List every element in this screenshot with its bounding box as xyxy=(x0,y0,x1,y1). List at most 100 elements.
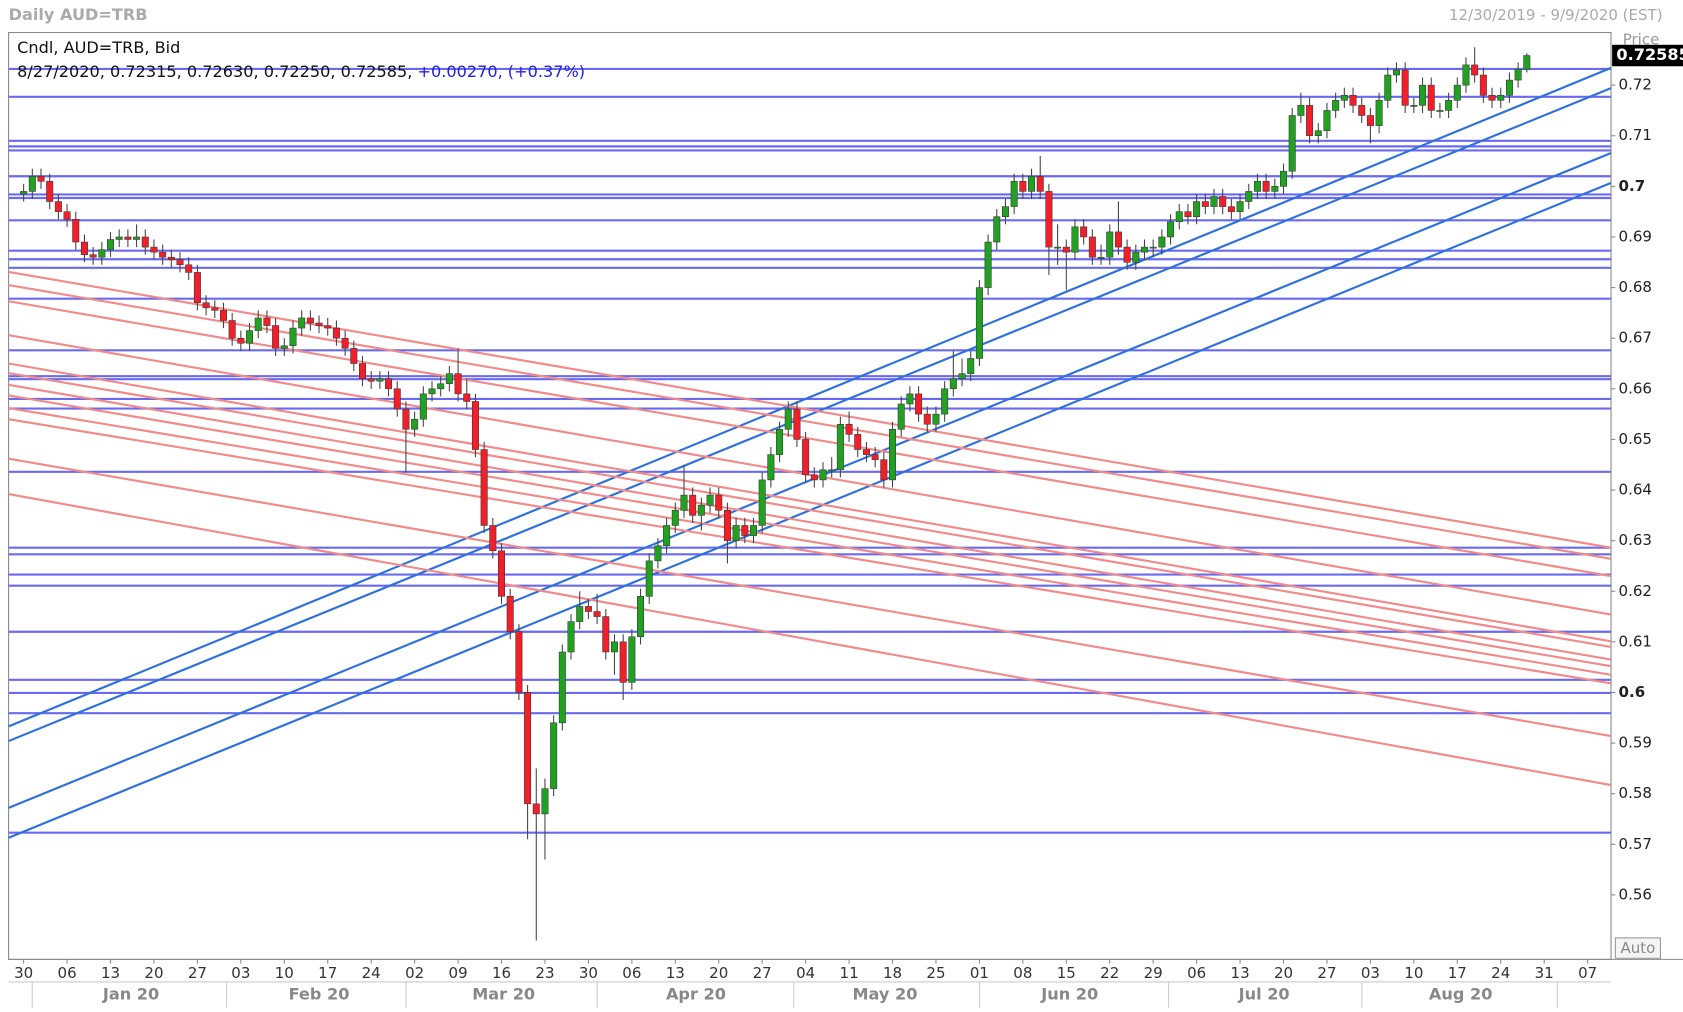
candle-body xyxy=(1462,64,1470,86)
candle-body xyxy=(871,454,879,460)
candle-body xyxy=(1358,105,1366,116)
candles xyxy=(20,47,1531,941)
month-label: Aug 20 xyxy=(1429,984,1493,1003)
candle-body xyxy=(1097,256,1105,259)
candle-body xyxy=(219,310,227,321)
candle-body xyxy=(1366,115,1374,126)
candle-body xyxy=(1114,231,1122,248)
candle-body xyxy=(1045,191,1053,248)
trend-line xyxy=(8,151,1612,809)
candle-body xyxy=(463,393,471,402)
auto-label[interactable]: Auto xyxy=(1620,939,1655,957)
legend-title: Cndl, AUD=TRB, Bid xyxy=(17,38,180,57)
candle-body xyxy=(984,241,992,288)
x-tick-label: 20 xyxy=(709,964,728,982)
candle-body xyxy=(454,373,462,395)
candle-body xyxy=(889,429,897,481)
candle-body xyxy=(350,348,358,364)
candle-body xyxy=(923,413,931,425)
candle-body xyxy=(367,378,375,382)
candle-body xyxy=(532,803,540,815)
candle-body xyxy=(767,454,775,481)
candle-body xyxy=(385,378,393,390)
x-tick-label: 24 xyxy=(1491,964,1510,982)
candle-body xyxy=(1419,84,1427,106)
candle-body xyxy=(1210,196,1218,207)
candle-body xyxy=(515,631,523,693)
month-label: Jun 20 xyxy=(1040,984,1098,1003)
candle-body xyxy=(63,211,71,220)
last-price-label: 0.72585 xyxy=(1616,45,1683,64)
y-tick-label: 0.58 xyxy=(1619,784,1652,802)
trend-lines xyxy=(8,66,1612,839)
candle-body xyxy=(671,510,679,526)
candle-body xyxy=(654,545,662,562)
candle-body xyxy=(1132,251,1140,263)
candle-body xyxy=(1297,105,1305,116)
y-tick-label: 0.57 xyxy=(1619,835,1652,853)
legend-ohlc: 8/27/2020, 0.72315, 0.72630, 0.72250, 0.… xyxy=(17,62,412,81)
candle-body xyxy=(1080,226,1088,238)
candle-body xyxy=(211,307,219,311)
plot-area xyxy=(8,31,1612,960)
level-lines xyxy=(8,67,1612,834)
candle-body xyxy=(498,550,506,597)
candle-body xyxy=(1410,105,1418,107)
candle-body xyxy=(263,317,271,326)
candle-body xyxy=(1332,100,1340,111)
candle-body xyxy=(185,264,193,273)
x-tick-label: 03 xyxy=(1361,964,1380,982)
candle-body xyxy=(489,525,497,552)
candle-body xyxy=(854,434,862,450)
candle-body xyxy=(124,236,132,240)
candle-body xyxy=(1253,181,1261,192)
candle-body xyxy=(941,388,949,415)
x-tick-label: 27 xyxy=(188,964,207,982)
candle-body xyxy=(1488,94,1496,101)
candle-body xyxy=(54,201,62,212)
candle-body xyxy=(393,388,401,410)
candle-body xyxy=(1505,79,1513,96)
x-tick-label: 04 xyxy=(796,964,815,982)
y-tick-label: 0.66 xyxy=(1619,379,1652,397)
candle-body xyxy=(584,606,592,612)
candle-body xyxy=(1262,181,1270,192)
candle-body xyxy=(1106,231,1114,258)
auto-button[interactable] xyxy=(1614,937,1661,959)
candle-body xyxy=(697,504,705,516)
candle-body xyxy=(541,788,549,815)
x-tick-label: 11 xyxy=(840,964,859,982)
month-label: Mar 20 xyxy=(472,984,535,1003)
candle-body xyxy=(1062,246,1070,253)
candle-body xyxy=(1010,181,1018,207)
x-tick-label: 30 xyxy=(579,964,598,982)
candle-body xyxy=(341,337,349,349)
y-tick-label: 0.59 xyxy=(1619,734,1652,752)
y-tick-label: 0.63 xyxy=(1619,531,1652,549)
x-tick-label: 01 xyxy=(970,964,989,982)
candle-body xyxy=(828,469,836,472)
candle-body xyxy=(1514,68,1522,81)
candle-body xyxy=(1479,74,1487,96)
candle-body xyxy=(1349,94,1357,106)
x-tick-label: 10 xyxy=(275,964,294,982)
candle-body xyxy=(1193,201,1201,217)
candle-body xyxy=(202,302,210,309)
y-tick-label: 0.67 xyxy=(1619,329,1652,347)
candle-body xyxy=(1384,74,1392,101)
candle-body xyxy=(428,388,436,395)
candle-body xyxy=(802,439,810,476)
candle-body xyxy=(306,317,314,324)
candle-body xyxy=(506,596,514,633)
candle-body xyxy=(784,408,792,430)
candle-body xyxy=(480,449,488,526)
candle-body xyxy=(237,337,245,344)
trend-line xyxy=(8,493,1612,787)
candle-body xyxy=(637,596,645,638)
chart-title: Daily AUD=TRB xyxy=(9,5,148,24)
candle-body xyxy=(1323,110,1331,131)
candle-body xyxy=(732,525,740,541)
candle-body xyxy=(793,408,801,440)
candle-body xyxy=(880,459,888,481)
candle-body xyxy=(949,378,957,390)
